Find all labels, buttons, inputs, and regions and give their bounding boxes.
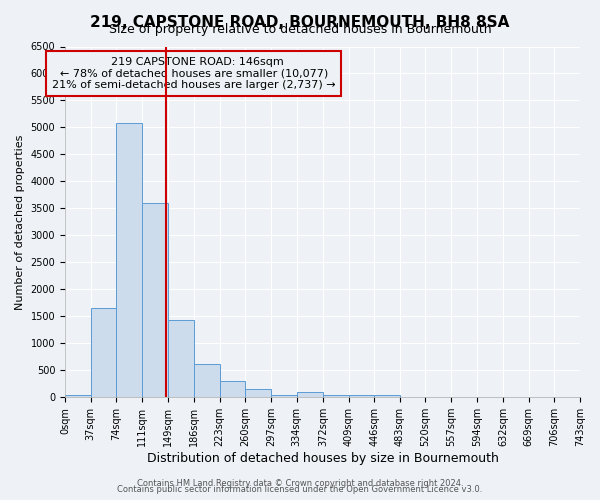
Bar <box>220 381 245 397</box>
Text: 219, CAPSTONE ROAD, BOURNEMOUTH, BH8 8SA: 219, CAPSTONE ROAD, BOURNEMOUTH, BH8 8SA <box>91 15 509 30</box>
Bar <box>65 394 91 397</box>
Bar <box>142 203 168 397</box>
Bar <box>168 320 194 397</box>
Bar <box>374 394 400 397</box>
Bar <box>194 364 220 397</box>
Y-axis label: Number of detached properties: Number of detached properties <box>15 134 25 310</box>
X-axis label: Distribution of detached houses by size in Bournemouth: Distribution of detached houses by size … <box>146 452 499 465</box>
Bar <box>271 394 296 397</box>
Bar <box>323 394 349 397</box>
Bar <box>349 394 374 397</box>
Bar <box>245 389 271 397</box>
Text: Size of property relative to detached houses in Bournemouth: Size of property relative to detached ho… <box>109 22 491 36</box>
Bar <box>296 392 323 397</box>
Text: 219 CAPSTONE ROAD: 146sqm
← 78% of detached houses are smaller (10,077)
21% of s: 219 CAPSTONE ROAD: 146sqm ← 78% of detac… <box>52 57 335 90</box>
Bar <box>91 308 116 397</box>
Text: Contains public sector information licensed under the Open Government Licence v3: Contains public sector information licen… <box>118 485 482 494</box>
Bar <box>116 123 142 397</box>
Text: Contains HM Land Registry data © Crown copyright and database right 2024.: Contains HM Land Registry data © Crown c… <box>137 478 463 488</box>
